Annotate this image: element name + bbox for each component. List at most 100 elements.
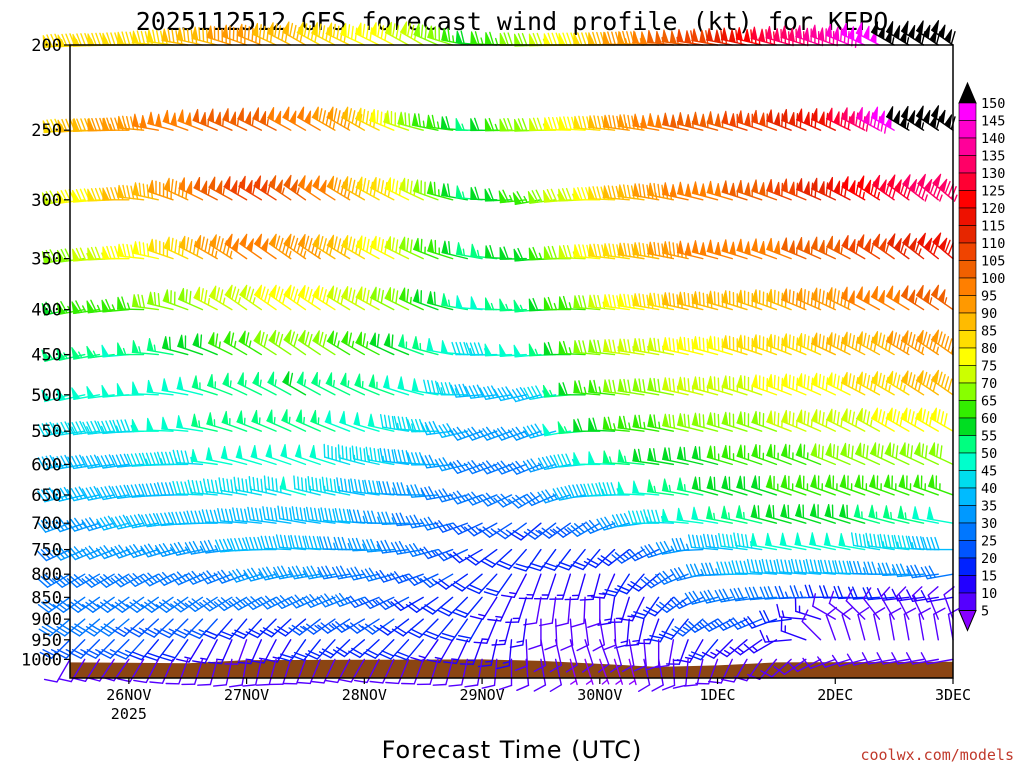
wind-barb: [516, 658, 530, 691]
wind-barb: [633, 639, 647, 672]
wind-barb: [268, 329, 292, 356]
wind-barb: [383, 110, 410, 131]
wind-barb: [865, 532, 895, 551]
wind-barb: [579, 573, 601, 601]
wind-barb: [39, 639, 71, 659]
wind-barb: [311, 22, 336, 46]
wind-barb: [671, 537, 704, 552]
wind-barb: [617, 378, 645, 396]
wind-barb: [283, 233, 307, 260]
wind-barb: [161, 336, 189, 356]
wind-barb: [853, 504, 881, 524]
wind-barb: [487, 596, 513, 622]
wind-barb: [384, 236, 410, 260]
wind-barb: [375, 596, 410, 611]
wind-barb: [43, 658, 71, 683]
colorbar-label: 135: [981, 149, 1005, 165]
wind-barb: [811, 177, 836, 201]
wind-barb: [691, 336, 719, 356]
credit-link[interactable]: coolwx.com/models: [860, 746, 1014, 764]
wind-barb: [41, 389, 71, 403]
wind-barb: [176, 376, 204, 396]
wind-barb: [311, 371, 336, 396]
wind-barb: [239, 284, 263, 311]
wind-barb: [647, 447, 675, 466]
wind-barb: [287, 565, 321, 580]
wind-barb: [501, 573, 527, 598]
wind-barb: [83, 639, 115, 659]
wind-barb: [110, 573, 145, 588]
wind-barb: [131, 294, 160, 311]
wind-barb: [116, 342, 145, 356]
wind-barb: [898, 474, 925, 496]
colorbar-label: 80: [981, 341, 997, 357]
wind-barb: [573, 418, 601, 432]
wind-barb: [439, 618, 469, 642]
wind-barb: [884, 442, 910, 466]
wind-barb: [888, 607, 902, 641]
wind-barb: [268, 233, 292, 260]
wind-barb: [863, 561, 895, 575]
wind-barb: [156, 482, 189, 496]
wind-barb: [794, 532, 822, 551]
wind-barb: [275, 534, 307, 551]
wind-barb: [296, 106, 321, 131]
wind-barb: [441, 240, 469, 260]
wind-barb: [906, 564, 939, 579]
wind-barb: [223, 330, 248, 356]
wind-barb: [336, 477, 366, 496]
wind-barb: [833, 585, 866, 600]
wind-barb: [796, 237, 822, 260]
wind-barb: [632, 113, 660, 131]
y-tick-label: 800: [31, 565, 62, 585]
wind-barb: [630, 596, 660, 620]
wind-barb: [911, 586, 925, 620]
wind-barb: [67, 420, 101, 436]
wind-barb: [277, 505, 307, 524]
wind-barb: [848, 586, 881, 600]
colorbar-swatch: [958, 295, 977, 314]
wind-barb: [676, 240, 704, 260]
wind-barb: [796, 409, 822, 432]
wind-barb: [260, 535, 292, 551]
wind-barb: [791, 558, 822, 575]
wind-barb: [382, 375, 410, 396]
wind-barb: [862, 587, 881, 620]
wind-barb: [324, 410, 351, 432]
wind-barb: [397, 376, 424, 396]
wind-barb: [795, 474, 822, 496]
wind-barb: [885, 21, 910, 46]
wind-barb: [384, 287, 410, 311]
wind-barb: [810, 443, 836, 466]
wind-barb: [611, 548, 645, 564]
wind-barb: [146, 379, 174, 396]
wind-barb: [920, 565, 954, 580]
wind-barb: [643, 596, 675, 617]
y-tick-label: 500: [31, 386, 62, 406]
wind-barb: [96, 573, 130, 588]
wind-barb: [900, 105, 925, 131]
wind-barb: [66, 573, 101, 588]
wind-barb: [251, 409, 277, 432]
wind-barb: [237, 372, 263, 396]
wind-barb: [720, 505, 748, 524]
x-tick-label: 3DEC: [935, 686, 971, 704]
wind-barb: [259, 618, 292, 638]
wind-barb: [691, 291, 719, 311]
wind-barb: [885, 285, 910, 311]
wind-barb: [533, 658, 547, 692]
wind-barb: [355, 176, 380, 201]
wind-barb: [826, 235, 851, 260]
wind-barb: [676, 446, 704, 466]
colorbar-swatch: [958, 155, 977, 174]
wind-barb: [86, 386, 115, 399]
wind-barb: [736, 334, 763, 356]
wind-barb: [706, 180, 733, 201]
wind-barb: [245, 536, 277, 551]
wind-barb: [671, 618, 704, 637]
wind-barb: [355, 22, 380, 46]
wind-barb: [266, 409, 292, 432]
wind-barb: [253, 175, 277, 201]
wind-barb: [498, 658, 513, 691]
